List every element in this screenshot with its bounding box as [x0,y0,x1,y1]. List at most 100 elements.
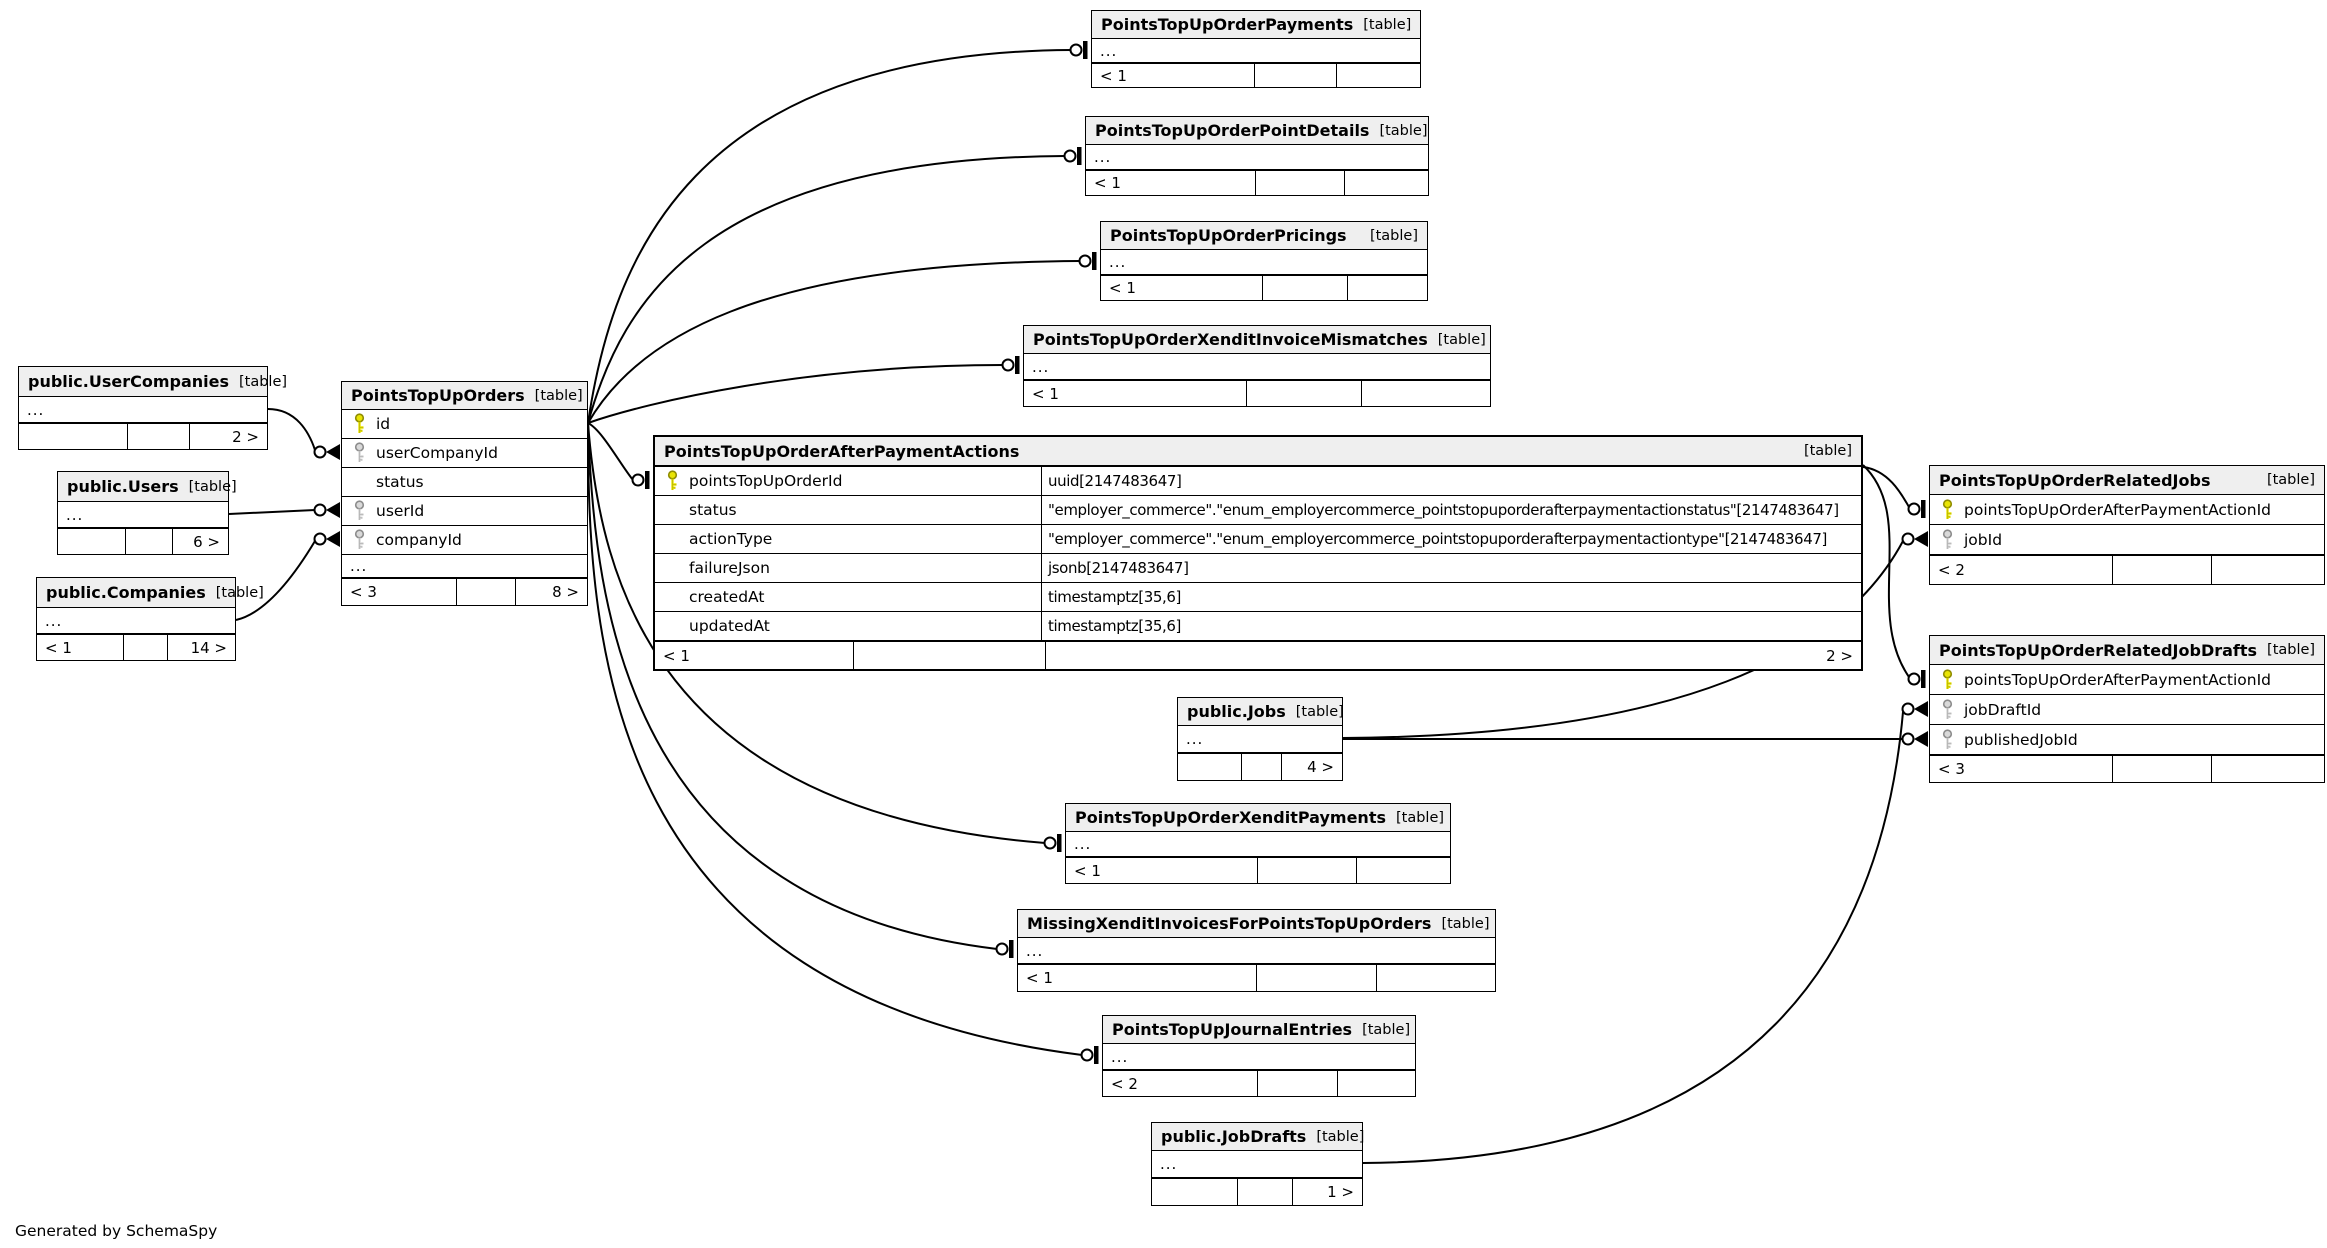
column-type: timestamptz[35,6] [1048,588,1181,606]
table-title[interactable]: PointsTopUpOrderXenditInvoiceMismatches [1033,330,1428,349]
table-footer: < 2 [1930,555,2324,584]
footer-divider [1255,171,1256,195]
relationship-edge [1362,701,1928,1164]
table-title[interactable]: public.Users [67,477,179,496]
crowfoot-arrow [326,531,340,547]
column-row: pointsTopUpOrderAfterPaymentActionId [1930,665,2324,695]
table-badge: [table] [1395,809,1445,826]
column-name-cell: status [655,496,1042,524]
table-badge: [table] [534,387,583,404]
table-title[interactable]: PointsTopUpOrderPayments [1101,15,1354,34]
footer-children-count: < 3 [350,583,377,601]
relationship-edge [1862,466,1926,518]
foreign-key-icon [354,529,365,549]
footer-divider [127,424,128,449]
column-name: pointsTopUpOrderId [689,472,843,490]
table-title[interactable]: public.JobDrafts [1161,1127,1307,1146]
table-node-payments: PointsTopUpOrderPayments [table] ... < 1 [1091,10,1421,88]
edge-line [228,509,316,515]
foreign-key-icon [1942,728,1953,749]
relationship-edge [587,41,1088,424]
table-title[interactable]: MissingXenditInvoicesForPointsTopUpOrder… [1027,914,1432,933]
table-header: PointsTopUpJournalEntries [table] [1103,1016,1415,1044]
ellipsis-text: ... [1026,941,1044,960]
table-node-jobDrafts: public.JobDrafts [table] ... 1 > [1151,1122,1365,1206]
column-name: failureJson [689,559,770,577]
table-node-mismatches: PointsTopUpOrderXenditInvoiceMismatches … [1023,325,1491,407]
ellipsis-text: ... [1109,253,1127,271]
table-node-relatedJobDrafts: PointsTopUpOrderRelatedJobDrafts [table]… [1929,635,2325,783]
table-title[interactable]: PointsTopUpOrderPricings [1110,226,1347,245]
footer-divider [167,635,168,660]
column-name: jobId [1964,530,2003,549]
ellipsis-row: ... [1024,354,1490,380]
table-title[interactable]: PointsTopUpOrders [351,386,525,405]
ellipsis-row: ... [58,502,228,528]
ellipsis-row: ... [1086,145,1428,170]
table-title[interactable]: public.UserCompanies [28,372,229,391]
primary-key-icon [667,470,678,490]
footer-divider [1246,381,1247,406]
footer-children-count: < 1 [1094,174,1121,192]
footer-children-count: < 1 [1074,861,1101,880]
ellipsis-text: ... [1111,1047,1129,1066]
table-title[interactable]: PointsTopUpJournalEntries [1112,1020,1353,1039]
crowfoot-bar [1015,356,1020,374]
table-node-relatedJobs: PointsTopUpOrderRelatedJobs [table] poin… [1929,465,2325,585]
crowfoot-circle [1901,532,1915,546]
table-title[interactable]: PointsTopUpOrderPointDetails [1095,121,1370,140]
table-header: public.UserCompanies [table] [19,367,287,397]
footer-divider [1237,1179,1238,1205]
table-title[interactable]: PointsTopUpOrderRelatedJobs [1939,470,2211,490]
table-title[interactable]: PointsTopUpOrderAfterPaymentActions [664,441,1020,461]
table-footer: < 1 [1092,63,1420,87]
column-name-cell: failureJson [655,554,1042,582]
column-name: status [689,501,737,519]
foreign-key-icon [354,500,365,520]
ellipsis-text: ... [1160,1155,1178,1173]
table-node-missingXenditInvoices: MissingXenditInvoicesForPointsTopUpOrder… [1017,909,1496,992]
column-name: userId [376,502,425,520]
ellipsis-row: ... [19,397,267,423]
table-node-pricings: PointsTopUpOrderPricings [table] ... < 1 [1100,221,1428,301]
column-row: createdAt timestamptz[35,6] [655,583,1861,612]
table-title[interactable]: PointsTopUpOrderXenditPayments [1075,808,1386,827]
table-title[interactable]: public.Companies [46,583,206,602]
edge-line [587,422,998,950]
crowfoot-circle [1078,254,1092,268]
column-name-cell: pointsTopUpOrderId [655,467,1042,495]
table-title[interactable]: public.Jobs [1187,702,1286,721]
footer-divider [1257,1071,1258,1096]
footer-divider [125,529,126,554]
table-badge: [table] [1362,1021,1411,1038]
crowfoot-circle [1907,502,1921,516]
table-header: PointsTopUpOrderXenditPayments [table] [1066,804,1450,832]
ellipsis-row: ... [1103,1044,1415,1070]
footer-divider [189,424,190,449]
table-badge: [table] [1316,1128,1365,1145]
footer-divider [1045,642,1046,669]
column-type: uuid[2147483647] [1048,472,1182,490]
edge-line [1362,711,1904,1164]
ellipsis-text: ... [1032,357,1050,376]
table-badge: [table] [1379,122,1428,139]
column-row: id [342,410,587,439]
crowfoot-bar [1083,41,1088,59]
ellipsis-text: ... [1100,41,1118,60]
footer-divider [1337,1071,1338,1096]
column-row: updatedAt timestamptz[35,6] [655,612,1861,641]
footer-children-count: < 1 [1026,969,1053,987]
relationship-edge [587,422,650,489]
relationship-edge [587,422,1014,958]
footer-divider [2112,756,2113,782]
edge-line [587,422,1083,1056]
crowfoot-bar [1921,670,1926,688]
crowfoot-bar [1094,1046,1099,1064]
table-header: PointsTopUpOrderXenditInvoiceMismatches … [1024,326,1490,354]
footer-divider [172,529,173,554]
ellipsis-row: ... [342,555,587,578]
foreign-key-icon [1942,528,1953,549]
table-title[interactable]: PointsTopUpOrderRelatedJobDrafts [1939,640,2258,660]
column-row: companyId [342,526,587,555]
crowfoot-circle [1901,702,1915,716]
